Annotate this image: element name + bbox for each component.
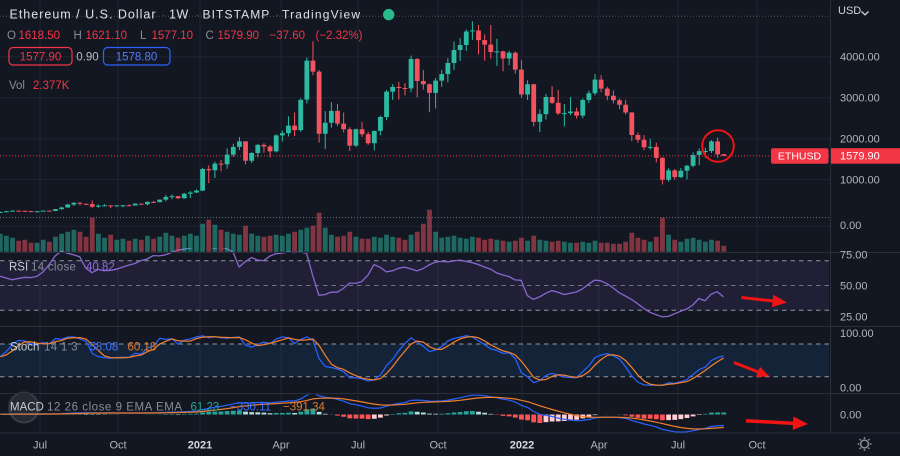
svg-text:0.00: 0.00 — [840, 220, 861, 232]
svg-text:1000.00: 1000.00 — [840, 174, 880, 186]
svg-text:O: O — [7, 30, 16, 42]
svg-text:0.90: 0.90 — [76, 52, 98, 64]
svg-text:RSI: RSI — [9, 262, 28, 274]
svg-text:0.00: 0.00 — [840, 382, 861, 394]
svg-text:1579.90: 1579.90 — [840, 150, 880, 162]
svg-text:2000.00: 2000.00 — [840, 134, 880, 146]
svg-text:MACD: MACD — [10, 401, 44, 413]
svg-text:Apr: Apr — [272, 440, 289, 452]
svg-text:Jul: Jul — [351, 440, 365, 452]
svg-text:2022: 2022 — [510, 440, 534, 452]
svg-text:TradingView: TradingView — [282, 8, 361, 22]
svg-text:Stoch: Stoch — [10, 342, 39, 354]
svg-text:ETHUSD: ETHUSD — [778, 150, 822, 162]
svg-text:Ethereum / U.S. Dollar: Ethereum / U.S. Dollar — [10, 8, 157, 22]
svg-text:60.18: 60.18 — [128, 342, 157, 354]
svg-text:−37.60: −37.60 — [270, 30, 306, 42]
svg-text:100.00: 100.00 — [840, 328, 874, 340]
svg-text:Apr: Apr — [590, 440, 607, 452]
svg-text:−330.11: −330.11 — [230, 401, 271, 413]
svg-text:12 26 close 9 EMA EMA: 12 26 close 9 EMA EMA — [47, 401, 183, 413]
svg-text:1579.90: 1579.90 — [218, 30, 260, 42]
svg-text:−391.34: −391.34 — [283, 401, 325, 413]
svg-text:3000.00: 3000.00 — [840, 93, 880, 105]
svg-text:1621.10: 1621.10 — [86, 30, 128, 42]
svg-text:·: · — [162, 10, 166, 22]
svg-text:Oct: Oct — [748, 440, 765, 452]
svg-text:75.00: 75.00 — [840, 249, 868, 261]
svg-text:1W: 1W — [169, 8, 189, 22]
svg-text:Jul: Jul — [671, 440, 685, 452]
svg-text:58.08: 58.08 — [90, 342, 119, 354]
svg-text:4000.00: 4000.00 — [840, 52, 880, 64]
svg-text:·: · — [196, 10, 200, 22]
svg-text:1618.50: 1618.50 — [19, 30, 61, 42]
svg-text:Oct: Oct — [429, 440, 446, 452]
svg-text:14 1 3: 14 1 3 — [44, 342, 78, 354]
svg-text:1577.90: 1577.90 — [20, 52, 62, 64]
svg-text:Jul: Jul — [33, 440, 47, 452]
svg-text:Oct: Oct — [109, 440, 126, 452]
svg-text:25.00: 25.00 — [840, 311, 868, 323]
svg-text:2.377K: 2.377K — [33, 80, 70, 92]
svg-text:0.00: 0.00 — [840, 409, 861, 421]
svg-text:50.00: 50.00 — [840, 280, 868, 292]
svg-text:Vol: Vol — [9, 80, 25, 92]
svg-text:61.23: 61.23 — [191, 401, 220, 413]
svg-text:1577.10: 1577.10 — [152, 30, 194, 42]
svg-text:(−2.32%): (−2.32%) — [316, 30, 363, 42]
svg-text:L: L — [140, 30, 147, 42]
svg-text:BITSTAMP: BITSTAMP — [203, 8, 271, 22]
svg-text:14 close: 14 close — [31, 262, 76, 274]
svg-text:·: · — [276, 10, 280, 22]
svg-text:C: C — [206, 30, 214, 42]
svg-text:USD: USD — [838, 5, 861, 17]
svg-text:40.82: 40.82 — [86, 262, 115, 274]
svg-text:H: H — [74, 30, 82, 42]
svg-text:1578.80: 1578.80 — [116, 52, 158, 64]
svg-text:2021: 2021 — [188, 440, 212, 452]
